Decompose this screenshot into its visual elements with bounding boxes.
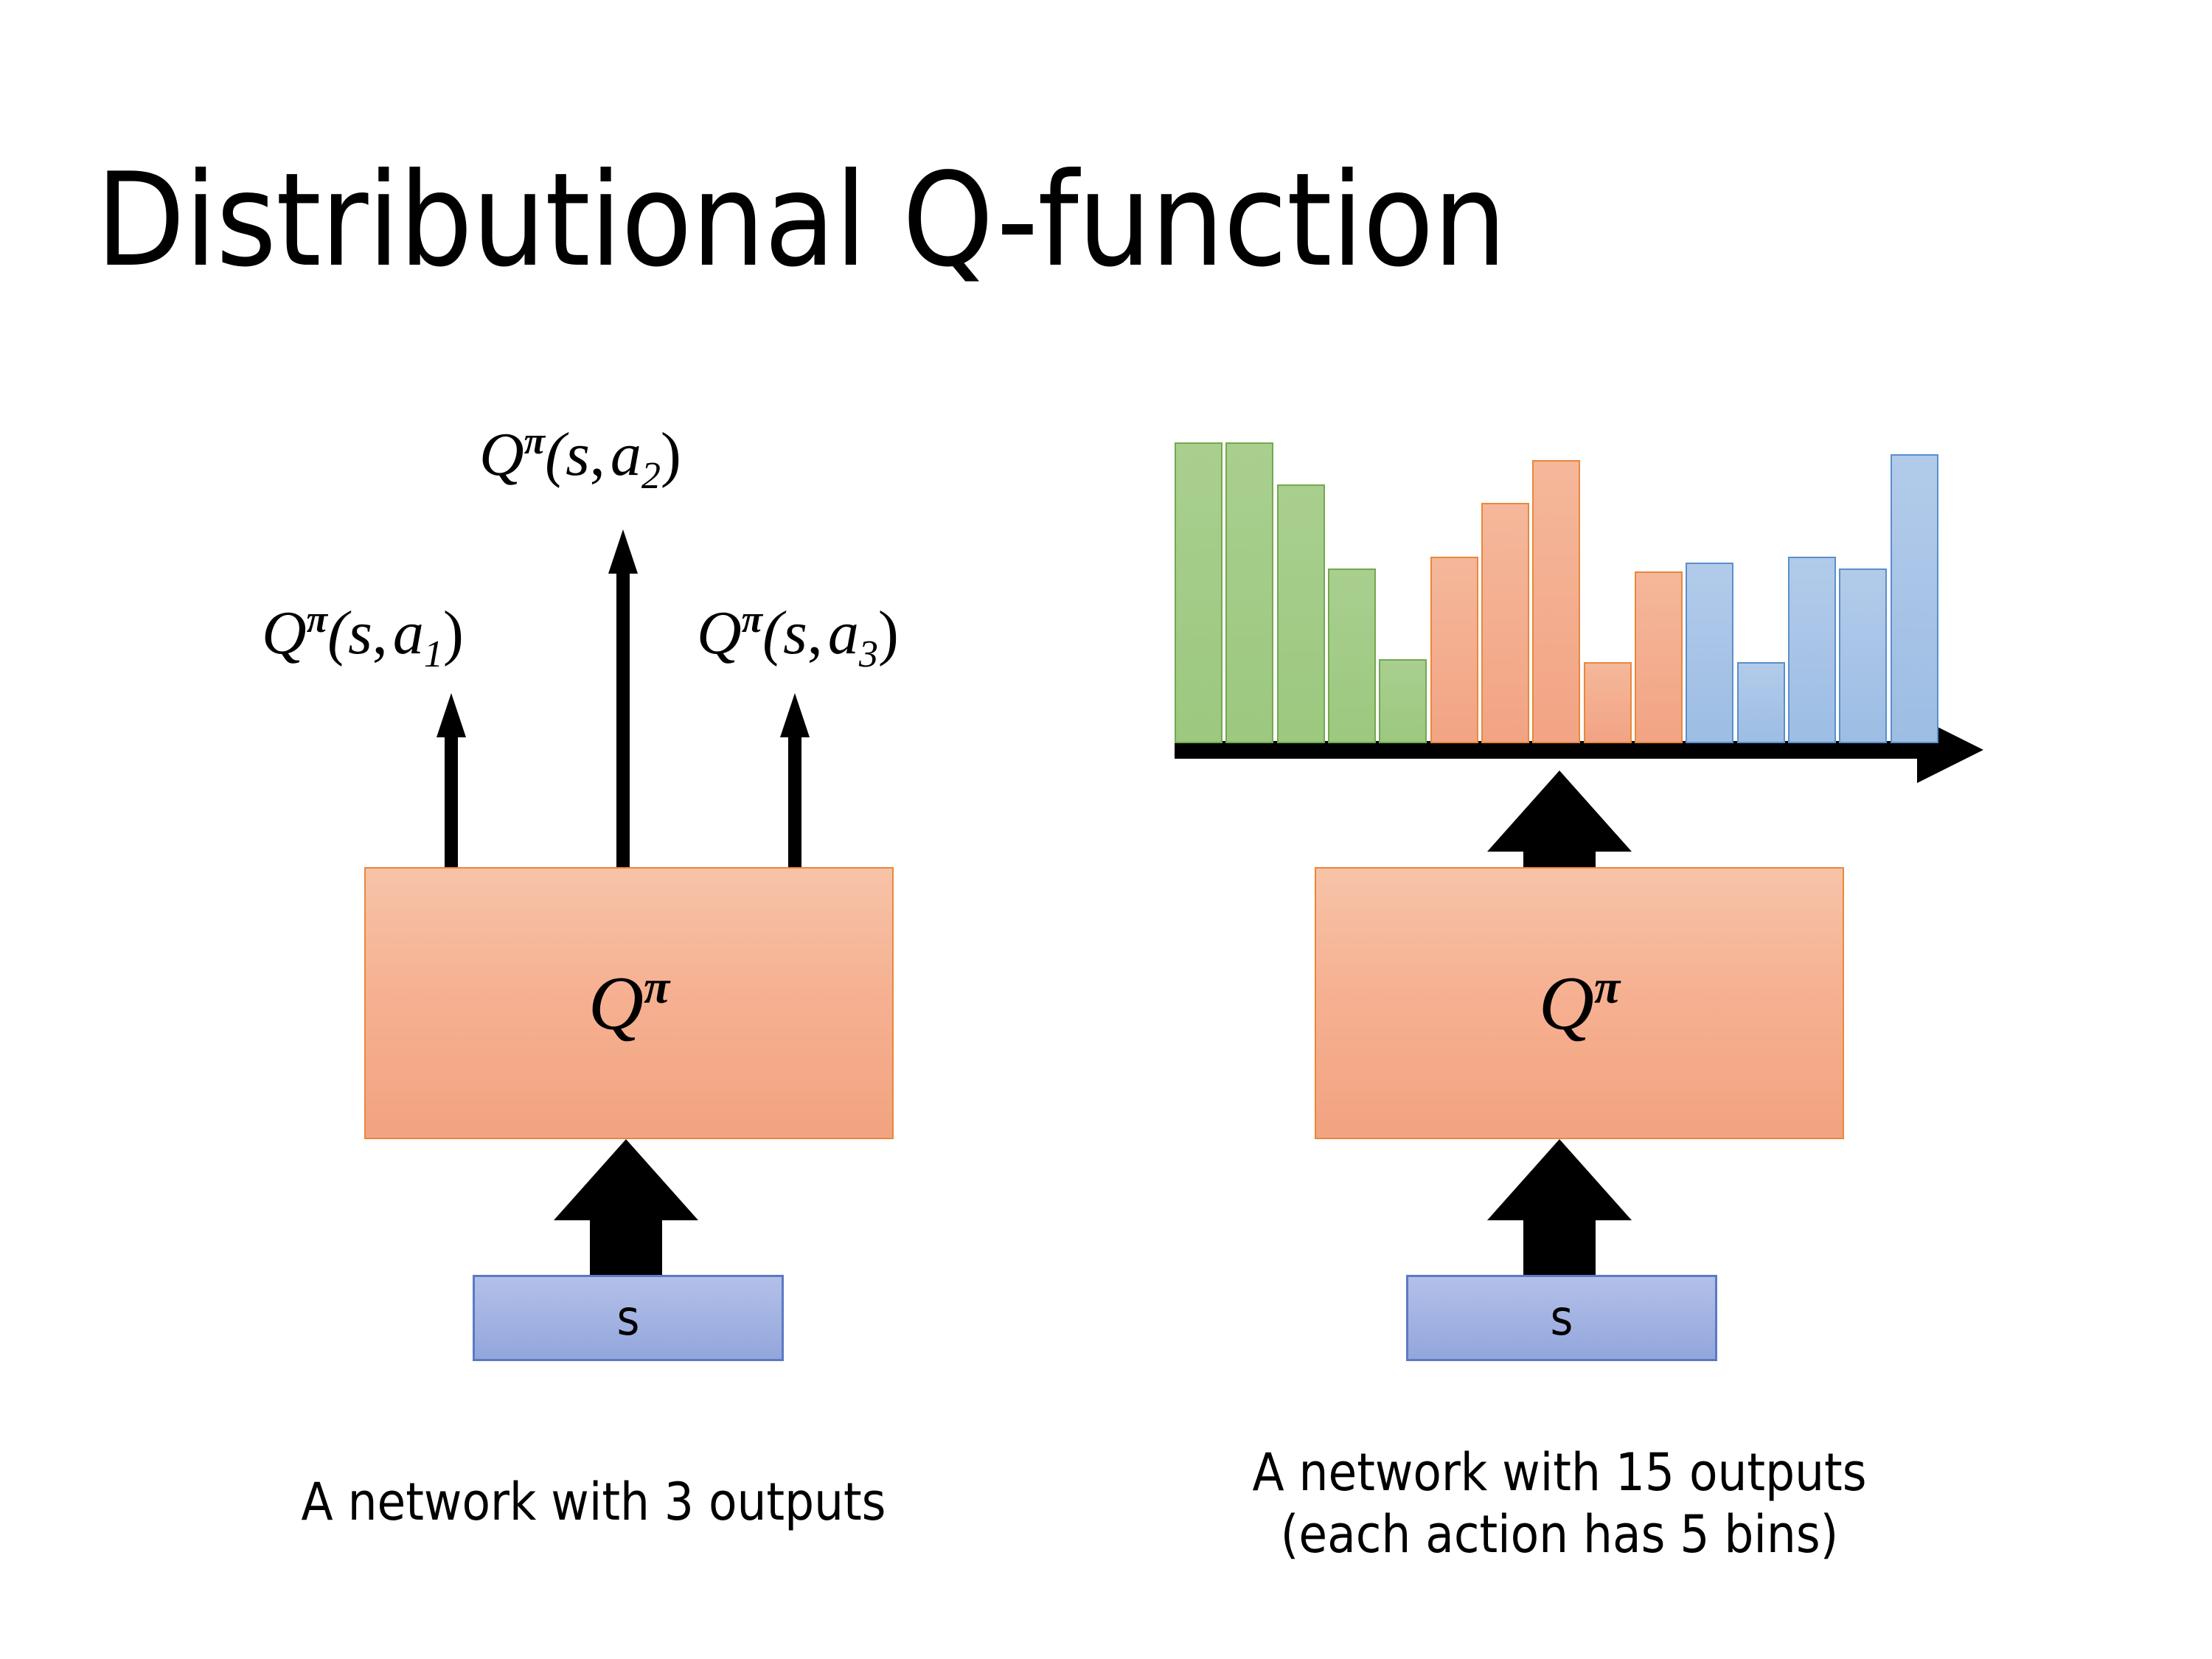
output-arrow-a1 <box>437 693 466 885</box>
output-arrow-a3 <box>780 693 810 885</box>
histogram-bar <box>1481 503 1529 743</box>
histogram-bar <box>1788 557 1836 743</box>
histogram-bar <box>1635 571 1683 743</box>
histogram-bar <box>1379 659 1427 743</box>
distribution-histogram <box>1175 442 1941 743</box>
output-arrow-a2 <box>608 529 638 886</box>
page-title: Distributional Q-function <box>96 146 1506 296</box>
output-label-a3: Qπ(s, a3) <box>697 599 899 675</box>
output-label-a1: Qπ(s, a1) <box>262 599 464 675</box>
block-arrow-left <box>554 1139 698 1276</box>
q-network-box-right-label: Qπ <box>1538 961 1621 1046</box>
histogram-bar <box>1277 484 1325 743</box>
block-arrow-right-bottom <box>1487 1139 1632 1276</box>
histogram-bar <box>1737 662 1785 743</box>
histogram-bar <box>1891 454 1938 743</box>
histogram-bar <box>1328 568 1376 743</box>
histogram-bar <box>1686 563 1733 743</box>
output-label-a2: Qπ(s, a2) <box>479 420 681 497</box>
histogram-bar <box>1175 442 1222 743</box>
state-box-right[interactable]: s <box>1406 1275 1717 1361</box>
q-network-box-right[interactable]: Qπ <box>1315 867 1844 1139</box>
state-box-left-label: s <box>616 1289 640 1346</box>
q-network-box-left[interactable]: Qπ <box>364 867 894 1139</box>
caption-left: A network with 3 outputs <box>301 1472 886 1532</box>
state-box-left[interactable]: s <box>473 1275 784 1361</box>
q-network-box-left-label: Qπ <box>588 961 670 1046</box>
histogram-bar <box>1532 460 1580 743</box>
histogram-bar <box>1584 662 1632 743</box>
caption-right: A network with 15 outputs (each action h… <box>1252 1442 1867 1565</box>
histogram-bar <box>1225 442 1273 743</box>
histogram-bar <box>1430 557 1478 743</box>
histogram-bar <box>1839 568 1887 743</box>
state-box-right-label: s <box>1550 1289 1573 1346</box>
